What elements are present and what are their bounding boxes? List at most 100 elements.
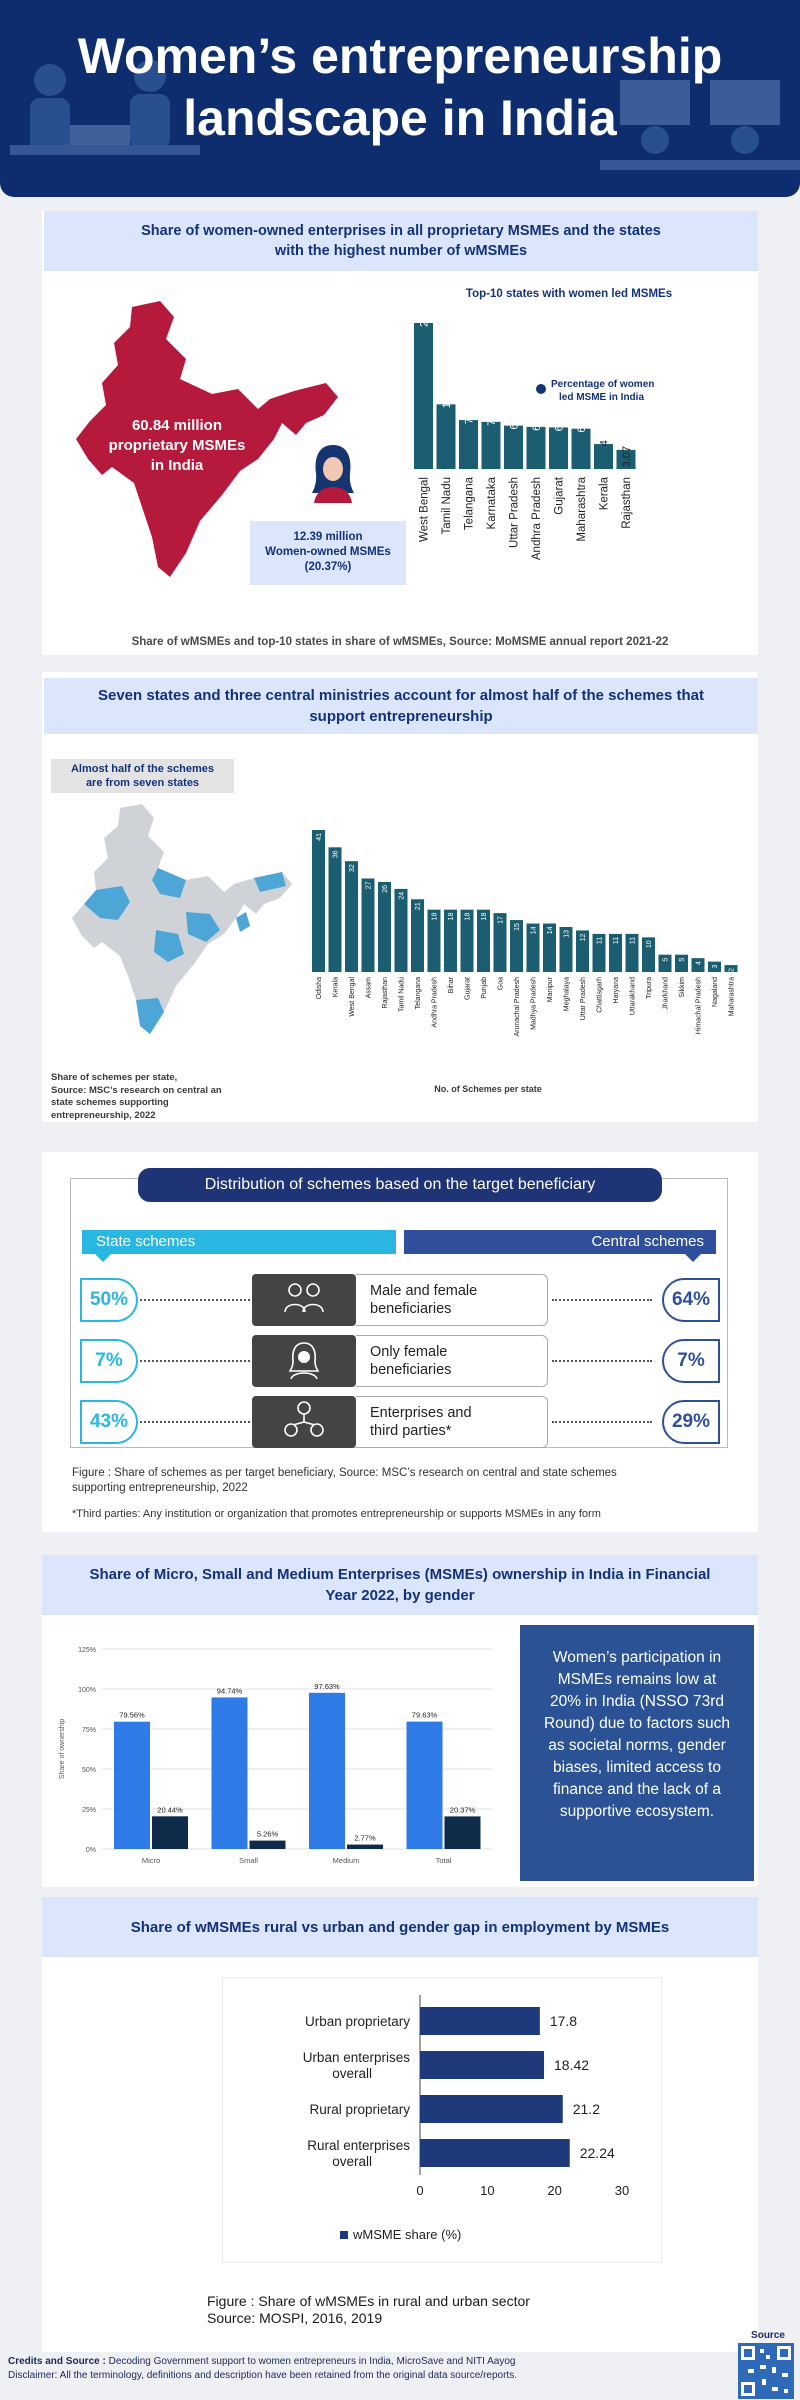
bar <box>592 933 606 972</box>
data-label: 32 <box>349 864 356 872</box>
section-5-heading: Share of wMSMEs rural vs urban and gende… <box>42 1897 758 1957</box>
credits-text: Decoding Government support to women ent… <box>105 2356 516 2367</box>
office-workers-illustration <box>600 80 800 170</box>
category-label: Rural proprietary <box>309 2102 410 2117</box>
tick-label: Karnataka <box>486 476 498 529</box>
bar <box>493 913 507 972</box>
beneficiary-row: 50% Male and female beneficiaries 64% <box>42 1274 758 1326</box>
india-map-schemes <box>72 804 292 1034</box>
bar <box>444 909 457 972</box>
tick-label: Chattisgarh <box>597 977 604 1013</box>
top10-states-chart: Top-10 states with women led MSMEs 23.42 W… <box>414 288 672 560</box>
label-line-1: Enterprises and <box>370 1405 472 1421</box>
beneficiary-label: Male and female beneficiaries <box>356 1274 548 1326</box>
figure-line-1: Figure : Share of wMSMEs in rural and ur… <box>207 2293 530 2309</box>
data-label: 14 <box>547 926 554 934</box>
y-tick-label: 125% <box>78 1647 96 1654</box>
category-label-line-1: Rural enterprises <box>307 2138 410 2153</box>
map-note: Share of schemes per state, Source: MSC’… <box>51 1072 261 1122</box>
info-line: MSMEs remains low at <box>557 1671 717 1688</box>
map-total-label: 60.84 million proprietary MSMEs in India <box>92 416 262 476</box>
heading-line-1: Seven states and three central ministrie… <box>97 687 704 704</box>
data-label: 7.56 <box>486 404 498 425</box>
label-line-2: beneficiaries <box>370 1362 452 1378</box>
info-line: Women’s participation in <box>552 1649 722 1666</box>
data-label: 3.07 <box>621 446 633 467</box>
data-label: 5 <box>663 958 670 962</box>
state-share-badge: 7% <box>80 1339 138 1383</box>
beneficiary-title: Distribution of schemes based on the tar… <box>138 1168 662 1202</box>
data-label: 2.77% <box>354 1834 376 1843</box>
section-1-caption: Share of wMSMEs and top-10 states in sha… <box>131 636 669 648</box>
state-label-pointer <box>94 1253 112 1262</box>
map-label-line-1: 60.84 million <box>131 417 223 434</box>
data-label: 22.24 <box>580 2145 615 2161</box>
data-label: 18.42 <box>554 2057 589 2073</box>
disclaimer: Disclaimer: All the terminology, definit… <box>8 2370 517 2381</box>
figure-line-1: Figure : Share of schemes as per target … <box>72 1467 617 1479</box>
women-owned-box: 12.39 million Women-owned MSMEs (20.37%) <box>250 521 406 585</box>
legend-marker <box>340 2231 348 2239</box>
bar <box>152 1816 188 1849</box>
x-tick-label: 30 <box>615 2183 629 2198</box>
bar <box>420 2139 570 2167</box>
data-label: 6.96 <box>509 408 521 429</box>
section-wmsme-share: Share of women-owned enterprises in all … <box>42 211 758 655</box>
x-axis-title: No. of Schemes per state <box>434 1084 542 1094</box>
bar <box>114 1721 150 1849</box>
bar <box>559 926 573 972</box>
data-label: 18 <box>481 913 488 921</box>
category-label-line-1: Urban enterprises <box>303 2050 411 2065</box>
tick-label: Maharashtra <box>576 476 588 541</box>
data-label: 11 <box>597 937 604 944</box>
tick-label: West Bengal <box>419 477 431 542</box>
central-share-badge: 7% <box>662 1339 720 1383</box>
x-tick-label: 20 <box>547 2183 561 2198</box>
bar <box>444 1816 481 1849</box>
tick-label: West Bengal <box>349 977 356 1017</box>
box-line-2: Women-owned MSMEs <box>265 546 391 558</box>
box-line-3: (20.37%) <box>304 561 352 573</box>
data-label: 4 <box>696 961 703 965</box>
bar <box>211 1697 248 1849</box>
map-note-line-4: entrepreneurship, 2022 <box>51 1109 156 1121</box>
bar <box>459 420 478 469</box>
state-connector <box>140 1299 282 1301</box>
y-axis-title: Share of ownership <box>59 1719 66 1779</box>
beneficiary-icon-tile <box>252 1396 356 1448</box>
heading-line-2: with the highest number of wMSMEs <box>274 243 528 259</box>
y-tick-label: 25% <box>82 1807 96 1814</box>
woman-icon <box>288 1342 320 1380</box>
data-label: 26 <box>382 885 389 893</box>
data-label: 17 <box>498 916 505 924</box>
figure-line-2: Source: MOSPI, 2016, 2019 <box>207 2310 383 2326</box>
data-label: 10.37 <box>441 381 453 409</box>
central-connector <box>552 1360 652 1362</box>
legend-marker <box>536 384 546 394</box>
label-line-2: third parties* <box>370 1423 452 1439</box>
bar <box>576 930 589 972</box>
people-at-table-illustration <box>10 60 200 155</box>
figure-caption: Figure : Share of wMSMEs in rural and ur… <box>207 2293 607 2327</box>
y-tick-label: 0% <box>86 1847 96 1854</box>
tick-label: Sikkim <box>679 977 686 998</box>
x-tick-label: 0 <box>416 2183 423 2198</box>
data-label: 13 <box>564 930 571 938</box>
credits: Credits and Source : Decoding Government… <box>8 2355 728 2369</box>
qr-code-icon[interactable] <box>738 2343 794 2399</box>
data-label: 17.8 <box>550 2013 577 2029</box>
couple-icon <box>284 1283 324 1313</box>
tick-label: Tamil Nadu <box>441 477 453 535</box>
map-label-line-3: in India <box>150 457 204 474</box>
figure-line-2: supporting entrepreneurship, 2022 <box>72 1482 248 1494</box>
beneficiary-row: 43% Enterprises and third parties* 29% <box>42 1396 758 1448</box>
beneficiary-label: Enterprises and third parties* <box>356 1396 548 1448</box>
map-note-line-1: Share of schemes per state, <box>51 1072 178 1083</box>
data-label: 6.47 <box>576 411 588 432</box>
heading-line-1: Share of women-owned enterprises in all … <box>141 223 661 239</box>
state-connector <box>140 1360 282 1362</box>
data-label: 20.37% <box>450 1805 476 1814</box>
tick-label: Assam <box>366 977 373 999</box>
footnote: *Third parties: Any institution or organ… <box>72 1508 601 1520</box>
